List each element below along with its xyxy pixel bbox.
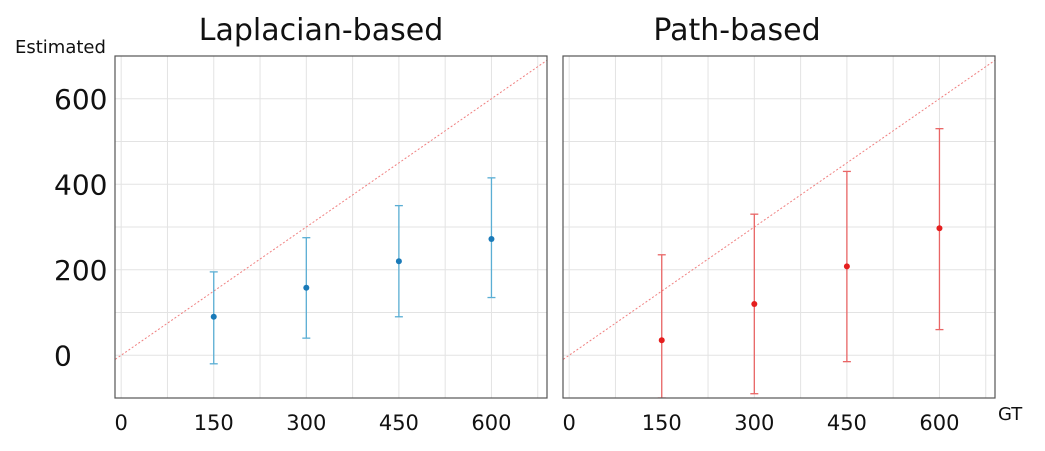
y-tick-label: 200: [54, 254, 107, 287]
chart-title: Laplacian-based: [199, 13, 443, 48]
x-tick-label: 450: [827, 411, 867, 435]
grid-lines: [563, 56, 995, 398]
x-tick-label: 600: [919, 411, 959, 435]
y-tick-labels: 0 200 400 600: [54, 83, 107, 373]
x-tick-labels: 0 150 300 450 600: [114, 411, 511, 435]
x-tick-label: 300: [286, 411, 326, 435]
reference-line: [115, 59, 547, 361]
x-tick-label: 600: [471, 411, 511, 435]
error-bars: [657, 128, 944, 398]
y-tick-label: 600: [54, 83, 107, 116]
data-point: [751, 300, 758, 307]
data-point: [395, 258, 402, 265]
x-tick-labels: 0 150 300 450 600: [562, 411, 959, 435]
panel-laplacian: 0 200 400 600 0 150 300 450 600 Laplacian-based…: [15, 13, 548, 435]
data-points: [658, 225, 943, 344]
error-bar: [657, 254, 666, 398]
plot-frame: [114, 55, 548, 399]
x-tick-label: 150: [642, 411, 682, 435]
data-point: [658, 337, 665, 344]
data-point: [488, 235, 495, 242]
grid-lines: [115, 56, 547, 398]
x-axis-label: GT: [998, 404, 1023, 425]
data-point: [303, 284, 310, 291]
x-tick-label: 450: [379, 411, 419, 435]
x-tick-label: 0: [114, 411, 127, 435]
plot-frame: [562, 55, 996, 399]
x-tick-label: 0: [562, 411, 575, 435]
data-points: [210, 235, 495, 320]
y-tick-label: 400: [54, 168, 107, 201]
y-tick-label: 0: [54, 339, 72, 372]
panel-path: 0 150 300 450 600 Path-based GT: [562, 13, 1023, 435]
x-tick-label: 300: [734, 411, 774, 435]
chart-title: Path-based: [653, 13, 820, 48]
data-point: [936, 225, 943, 232]
x-tick-label: 150: [194, 411, 234, 435]
y-axis-label: Estimated: [15, 37, 106, 58]
data-point: [843, 263, 850, 270]
data-point: [210, 313, 217, 320]
